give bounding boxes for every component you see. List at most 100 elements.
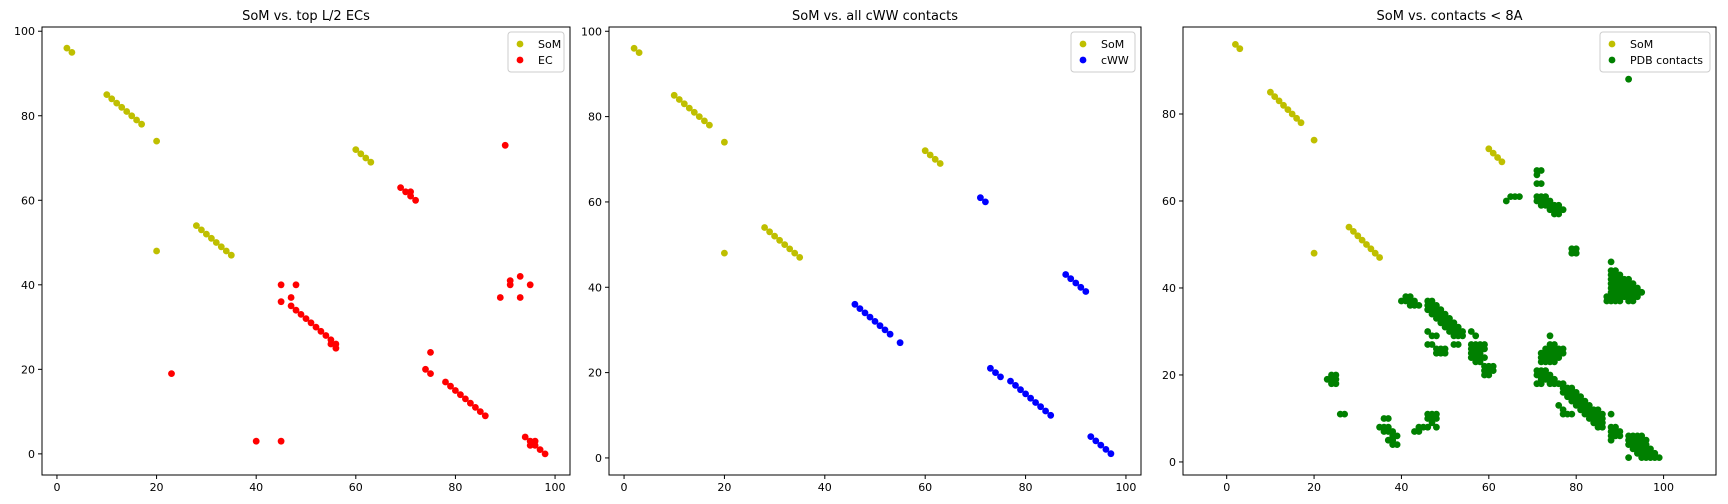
x-tick-label: 0 xyxy=(621,481,628,494)
data-point xyxy=(452,387,459,394)
chart-title: SoM vs. contacts < 8A xyxy=(1376,9,1522,24)
x-tick-label: 80 xyxy=(1019,481,1033,494)
data-point xyxy=(876,322,884,330)
data-point xyxy=(1415,302,1423,309)
data-point xyxy=(133,116,141,124)
data-point xyxy=(1629,297,1637,305)
data-point xyxy=(1042,407,1049,415)
y-tick-label: 80 xyxy=(588,111,602,124)
data-point xyxy=(1376,254,1383,261)
data-point xyxy=(1345,223,1353,231)
data-point xyxy=(1428,419,1436,427)
data-point xyxy=(1551,358,1558,366)
data-point xyxy=(701,117,708,125)
data-point xyxy=(1607,258,1615,266)
data-point xyxy=(1236,45,1244,53)
data-point xyxy=(1393,441,1401,448)
data-point xyxy=(1032,399,1039,406)
data-point xyxy=(997,373,1004,381)
data-point xyxy=(292,306,300,314)
data-point xyxy=(1424,423,1432,431)
x-tick-label: 80 xyxy=(1569,481,1583,494)
data-point xyxy=(427,349,434,356)
x-tick-label: 20 xyxy=(1307,481,1321,494)
data-point xyxy=(1459,332,1466,340)
chart-title: SoM vs. all cWW contacts xyxy=(792,9,958,24)
legend-marker xyxy=(1079,40,1087,48)
data-point xyxy=(1232,41,1239,48)
data-point xyxy=(936,160,944,167)
legend-marker xyxy=(1608,40,1616,48)
data-point xyxy=(796,254,804,261)
data-point xyxy=(462,395,469,403)
data-point xyxy=(1555,402,1563,409)
data-point xyxy=(721,138,728,146)
data-point xyxy=(472,404,479,411)
data-point xyxy=(680,100,688,108)
x-tick-label: 20 xyxy=(717,481,731,494)
data-point xyxy=(516,294,524,301)
data-point xyxy=(761,224,768,231)
data-point xyxy=(1546,332,1554,340)
y-tick-label: 20 xyxy=(1162,369,1176,382)
data-point xyxy=(302,315,310,322)
data-point xyxy=(1363,241,1370,248)
data-point xyxy=(193,222,200,230)
data-point xyxy=(1485,145,1493,153)
data-point xyxy=(1441,345,1449,353)
data-point xyxy=(422,365,429,373)
data-point xyxy=(1297,119,1305,127)
data-point xyxy=(501,141,509,149)
data-point xyxy=(317,327,325,335)
data-point xyxy=(536,446,544,453)
data-point xyxy=(531,442,539,449)
data-point xyxy=(1489,367,1497,374)
data-point xyxy=(1017,386,1024,394)
plot-frame xyxy=(608,26,1142,476)
y-tick-label: 60 xyxy=(1162,195,1176,208)
data-point xyxy=(63,44,71,52)
data-point xyxy=(332,344,340,352)
x-tick-label: 100 xyxy=(1653,481,1674,494)
x-tick-label: 100 xyxy=(545,481,566,494)
plot-frame xyxy=(41,26,571,476)
data-point xyxy=(1293,114,1300,122)
data-point xyxy=(521,433,529,441)
data-point xyxy=(153,137,161,145)
data-point xyxy=(1607,410,1615,418)
y-tick-label: 100 xyxy=(581,25,602,38)
data-point xyxy=(327,340,335,348)
data-point xyxy=(1072,279,1080,287)
data-point xyxy=(526,281,534,289)
data-point xyxy=(1332,380,1340,388)
data-point xyxy=(277,298,285,306)
data-point xyxy=(1559,206,1567,214)
series-2 xyxy=(851,194,1115,458)
y-tick-label: 0 xyxy=(595,452,602,465)
data-point xyxy=(362,154,370,162)
data-point xyxy=(1393,432,1401,440)
data-point xyxy=(138,120,146,128)
data-point xyxy=(322,332,330,339)
y-tick-label: 40 xyxy=(1162,282,1176,295)
data-point xyxy=(781,241,789,249)
data-point xyxy=(1454,341,1462,348)
data-point xyxy=(786,245,794,253)
data-point xyxy=(866,313,874,321)
data-point xyxy=(168,370,175,377)
data-point xyxy=(217,243,225,251)
data-point xyxy=(1310,136,1318,144)
data-point xyxy=(481,412,489,420)
x-tick-label: 60 xyxy=(349,481,363,494)
series-1 xyxy=(630,44,944,261)
data-point xyxy=(851,300,859,308)
data-point xyxy=(690,108,698,116)
data-point xyxy=(987,364,994,372)
y-tick-label: 60 xyxy=(21,194,35,207)
data-point xyxy=(198,226,205,234)
data-point xyxy=(427,370,434,377)
data-point xyxy=(1433,410,1440,418)
legend-label: SoM xyxy=(1101,38,1124,51)
data-point xyxy=(496,294,504,301)
data-point xyxy=(992,369,999,376)
